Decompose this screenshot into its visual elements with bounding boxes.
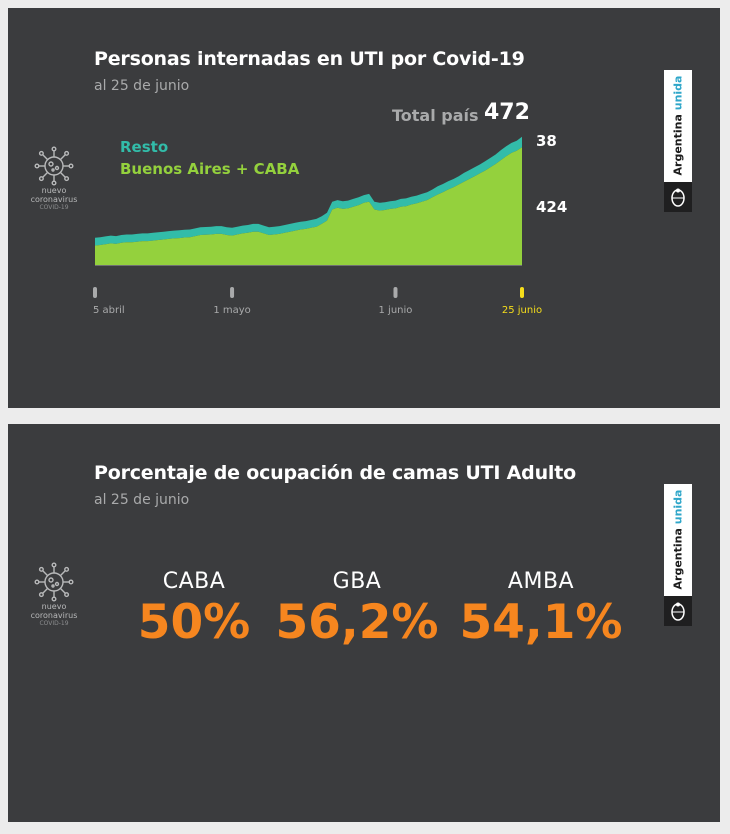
logo-text-covid: COVID-19 (39, 620, 69, 627)
total-pais-value: 472 (484, 100, 530, 125)
coronavirus-logo: nuevo coronavirus COVID-19 (22, 146, 86, 212)
coat-of-arms-icon (664, 596, 692, 626)
logo-text-covid: COVID-19 (39, 204, 69, 211)
brand-word-argentina: Argentina (671, 527, 685, 589)
x-tick-label: 25 junio (502, 305, 542, 316)
uti-area-chart: 5 abril 1 mayo 1 junio 25 junio (93, 136, 542, 316)
x-tick-label: 1 junio (379, 305, 413, 316)
stat-caba-value: 50% (137, 595, 251, 650)
logo-text-coronavirus: coronavirus (30, 611, 78, 620)
logo-text-coronavirus: coronavirus (30, 195, 78, 204)
x-tick-label: 1 mayo (213, 305, 250, 316)
legend-resto: Resto (120, 138, 169, 156)
stat-caba-label: CABA (162, 569, 226, 594)
virus-icon (34, 146, 74, 186)
logo-text-nuevo: nuevo (41, 602, 67, 611)
stat-amba: AMBA 54,1% (456, 569, 626, 650)
uti-chart-panel: Personas internadas en UTI por Covid-19 … (8, 8, 720, 408)
x-tick-mark (520, 287, 524, 298)
coat-of-arms-icon (664, 182, 692, 212)
stat-caba: CABA 50% (136, 569, 252, 650)
end-label-buenos-aires-caba: 424 (536, 198, 568, 216)
ocupacion-subtitle: al 25 de junio (94, 492, 190, 508)
stat-amba-value: 54,1% (459, 595, 623, 650)
chart-title: Personas internadas en UTI por Covid-19 (94, 48, 525, 70)
x-tick-mark (230, 287, 235, 298)
stat-amba-label: AMBA (507, 569, 575, 594)
ocupacion-panel: Porcentaje de ocupación de camas UTI Adu… (8, 424, 720, 822)
stat-gba: GBA 56,2% (272, 569, 442, 650)
series-area-buenos-aires-caba (95, 147, 522, 265)
x-tick-mark (93, 287, 97, 298)
virus-icon (34, 562, 74, 602)
x-tick-mark (393, 287, 398, 298)
total-pais-label: Total país (392, 106, 479, 125)
x-tick-label: 5 abril (93, 305, 125, 316)
end-label-resto: 38 (536, 132, 557, 150)
logo-text-nuevo: nuevo (41, 186, 67, 195)
stat-gba-label: GBA (332, 569, 382, 594)
stat-gba-value: 56,2% (275, 595, 439, 650)
legend-buenos-aires-caba: Buenos Aires + CABA (120, 160, 300, 178)
argentina-unida-badge: Argentina unida (664, 70, 692, 212)
series-area-resto (95, 136, 522, 246)
chart-subtitle: al 25 de junio (94, 78, 190, 94)
brand-word-unida: unida (671, 489, 685, 524)
ocupacion-title: Porcentaje de ocupación de camas UTI Adu… (94, 462, 576, 484)
coronavirus-logo: nuevo coronavirus COVID-19 (22, 562, 86, 628)
argentina-unida-badge: Argentina unida (664, 484, 692, 626)
